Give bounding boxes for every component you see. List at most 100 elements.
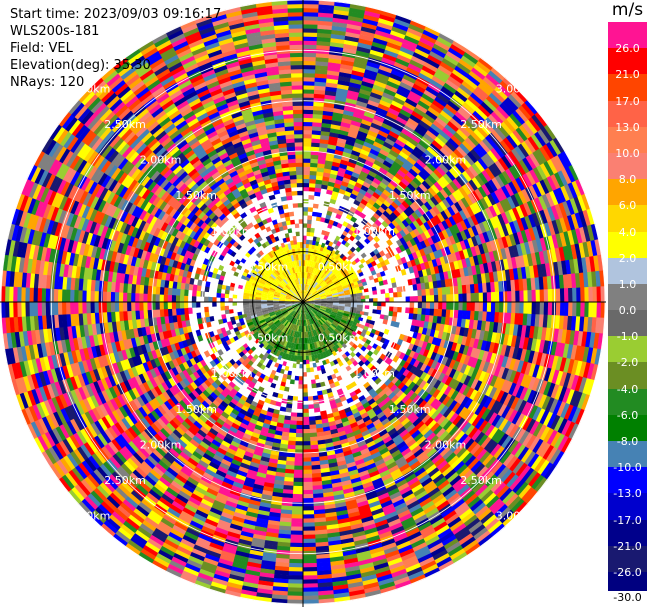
velocity-gate [267,268,274,274]
velocity-gate [291,288,296,294]
velocity-gate [580,287,585,303]
velocity-gate [315,322,320,328]
velocity-gate [295,285,299,291]
velocity-gate [319,308,326,312]
velocity-gate [325,292,332,296]
velocity-gate [285,321,290,328]
velocity-gate [306,313,309,320]
velocity-gate [563,302,569,317]
velocity-gate [255,291,262,296]
velocity-gate [270,283,277,289]
velocity-gate [337,289,344,293]
velocity-gate [306,325,310,332]
velocity-gate [267,251,274,259]
velocity-gate [292,296,298,300]
velocity-gate [306,260,310,267]
velocity-gate [303,3,320,9]
velocity-gate [286,284,291,290]
velocity-gate [293,273,297,280]
velocity-gate [295,325,298,332]
velocity-gate [267,294,274,298]
velocity-gate [302,510,315,515]
velocity-gate [304,337,308,344]
velocity-gate [393,292,398,298]
velocity-gate [288,255,293,263]
velocity-gate [564,288,569,303]
velocity-gate [293,279,297,286]
velocity-gate [275,288,282,293]
velocity-gate [386,239,393,247]
velocity-gate [298,307,301,314]
velocity-gate [349,326,357,333]
velocity-gate [275,311,282,316]
velocity-gate [340,268,347,274]
velocity-gate [278,274,285,280]
velocity-gate [257,386,265,393]
velocity-gate [281,271,287,278]
velocity-gate [333,279,340,285]
velocity-gate [294,349,298,356]
velocity-gate [339,278,346,283]
velocity-gate [285,297,292,300]
velocity-gate [311,289,317,294]
velocity-gate [255,301,262,305]
velocity-gate [302,567,318,572]
velocity-gate [252,319,260,324]
velocity-gate [315,328,320,335]
velocity-gate [400,268,407,276]
velocity-gate [405,307,410,314]
velocity-gate [314,262,319,269]
velocity-gate [291,287,296,293]
velocity-gate [539,302,545,316]
velocity-gate [318,278,324,285]
velocity-gate [316,256,321,263]
velocity-gate [327,334,334,341]
velocity-gate [309,420,316,426]
velocity-gate [341,317,348,322]
velocity-gate [291,311,296,317]
velocity-gate [320,304,327,307]
velocity-gate [294,260,298,267]
velocity-gate [305,272,308,279]
velocity-gate [596,286,602,303]
velocity-gate [276,286,283,292]
velocity-gate [328,326,335,332]
velocity-gate [311,274,316,281]
velocity-gate [306,223,312,229]
velocity-gate [267,292,274,296]
velocity-gate [314,296,321,299]
velocity-gate [290,310,296,316]
velocity-gate [249,299,256,302]
velocity-gate [307,319,311,326]
velocity-gate [262,311,269,315]
velocity-gate [251,316,259,322]
velocity-gate [311,288,316,294]
velocity-gate [291,302,298,304]
velocity-gate [320,345,325,353]
velocity-gate [275,343,282,351]
velocity-gate [280,272,286,279]
velocity-gate [279,299,286,302]
velocity-gate [331,266,337,273]
velocity-gate [306,292,311,298]
velocity-gate [292,343,297,350]
velocity-gate [309,254,314,261]
velocity-gate [310,318,314,324]
velocity-gate [320,258,325,265]
velocity-gate [320,294,327,298]
velocity-gate [270,333,277,340]
velocity-gate [348,269,355,276]
velocity-gate [303,109,314,115]
velocity-gate [285,296,292,299]
velocity-gate [294,337,298,344]
velocity-gate [245,280,253,286]
velocity-gate [307,278,311,285]
velocity-gate [349,351,356,358]
velocity-gate [270,264,277,271]
velocity-gate [270,347,276,354]
velocity-gate [293,305,299,310]
velocity-gate [318,288,324,293]
velocity-gate [327,255,333,262]
velocity-gate [309,170,317,176]
velocity-gate [256,289,263,294]
